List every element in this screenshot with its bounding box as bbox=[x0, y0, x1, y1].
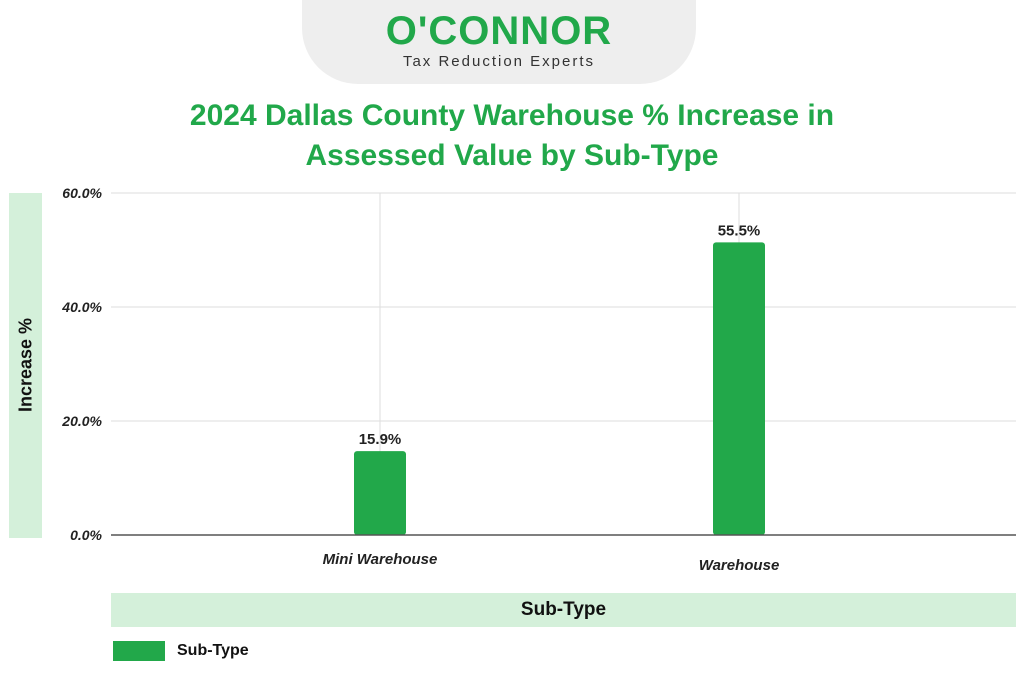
bar-chart: 0.0% 20.0% 40.0% 60.0% 15.9% Mini Warehouse 55… bbox=[61, 185, 1016, 574]
logo-tagline: Tax Reduction Experts bbox=[402, 53, 596, 70]
x-tick-label: Warehouse bbox=[699, 557, 780, 574]
bar bbox=[713, 242, 765, 535]
chart-title-line-1: 2024 Dallas County Warehouse % Increase … bbox=[189, 99, 835, 132]
y-tick-label: 20.0% bbox=[61, 413, 102, 429]
x-axis-title: Sub-Type bbox=[520, 599, 607, 620]
data-label: 55.5% bbox=[718, 222, 761, 239]
x-tick-label: Mini Warehouse bbox=[323, 551, 438, 568]
logo-banner bbox=[302, 0, 696, 84]
y-tick-label: 40.0% bbox=[61, 299, 102, 315]
legend-label: Sub-Type bbox=[177, 642, 249, 659]
chart-title-line-2: Assessed Value by Sub-Type bbox=[305, 139, 719, 172]
logo-brand-name: O'CONNOR bbox=[385, 9, 613, 53]
legend-swatch bbox=[113, 641, 165, 661]
chart-title: 2024 Dallas County Warehouse % Increase … bbox=[112, 96, 912, 176]
y-axis-title-panel bbox=[9, 193, 42, 538]
x-axis-title-panel bbox=[111, 593, 1016, 627]
y-tick-label: 60.0% bbox=[62, 185, 102, 201]
bar bbox=[354, 451, 406, 535]
y-tick-label: 0.0% bbox=[70, 527, 102, 543]
data-label: 15.9% bbox=[359, 431, 402, 448]
